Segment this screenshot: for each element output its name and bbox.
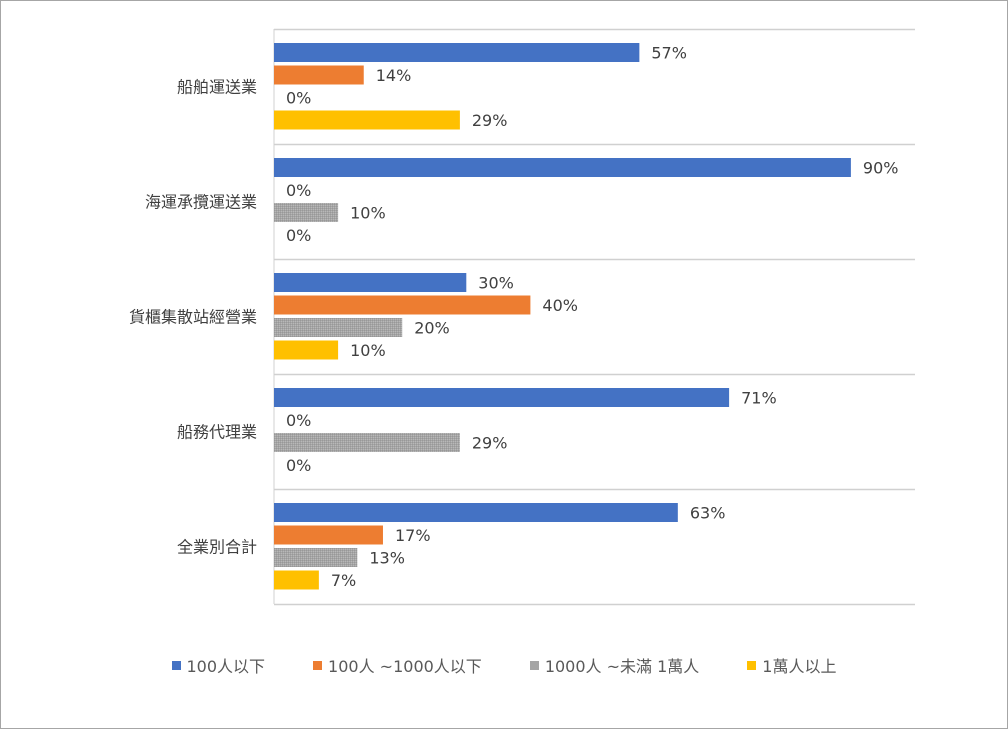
- bar: [274, 203, 339, 222]
- data-label: 13%: [369, 549, 405, 568]
- category-label: 船舶運送業: [177, 78, 257, 97]
- legend-swatch: [171, 660, 181, 670]
- data-label: 10%: [350, 204, 386, 223]
- legend-label: 1萬人以上: [762, 657, 837, 676]
- bar: [274, 525, 383, 545]
- legend-item: 100人以下: [171, 653, 266, 677]
- legend-item: 1000人 ~未滿 1萬人: [529, 653, 700, 677]
- legend-swatch: [529, 660, 539, 670]
- data-label: 0%: [286, 226, 311, 245]
- data-label: 30%: [478, 274, 514, 293]
- bar: [274, 158, 851, 177]
- category-label: 全業別合計: [177, 538, 257, 557]
- data-label: 14%: [376, 66, 412, 85]
- legend-item: 1萬人以上: [747, 653, 836, 677]
- bar: [274, 295, 531, 315]
- data-label: 90%: [863, 159, 899, 178]
- bar: [274, 388, 730, 407]
- bar: [274, 273, 467, 292]
- bar-chart: 船舶運送業 57% 14% 0% 29% 海運承攬運送業 90% 0% 10% 0% 貨櫃集散站經營…: [129, 28, 915, 606]
- bar: [274, 340, 339, 360]
- data-label: 0%: [286, 411, 311, 430]
- data-label: 40%: [542, 296, 578, 315]
- data-label: 71%: [741, 389, 777, 408]
- category-label: 貨櫃集散站經營業: [129, 308, 257, 327]
- legend: 100人以下 100人 ~1000人以下 1000人 ~未滿 1萬人 1萬人以上: [1, 653, 1007, 677]
- data-label: 0%: [286, 456, 311, 475]
- data-label: 7%: [331, 571, 356, 590]
- bar: [274, 43, 640, 62]
- legend-label: 1000人 ~未滿 1萬人: [544, 657, 700, 676]
- bar: [274, 570, 319, 590]
- category-label: 船務代理業: [177, 423, 257, 442]
- legend-label: 100人 ~1000人以下: [328, 657, 482, 676]
- data-label: 29%: [472, 111, 508, 130]
- data-label: 20%: [414, 319, 450, 338]
- data-label: 29%: [472, 434, 508, 453]
- bar: [274, 110, 460, 130]
- data-label: 0%: [286, 181, 311, 200]
- bar: [274, 503, 678, 522]
- data-label: 0%: [286, 89, 311, 108]
- bar: [274, 65, 364, 85]
- bar: [274, 318, 403, 337]
- category-label: 海運承攬運送業: [145, 193, 257, 212]
- bar: [274, 548, 358, 567]
- data-label: 10%: [350, 341, 386, 360]
- legend-label: 100人以下: [186, 657, 266, 676]
- data-label: 57%: [651, 44, 687, 63]
- data-label: 17%: [395, 526, 431, 545]
- data-label: 63%: [690, 504, 726, 523]
- legend-item: 100人 ~1000人以下: [313, 653, 482, 677]
- bar: [274, 433, 460, 452]
- legend-swatch: [747, 660, 757, 670]
- legend-swatch: [313, 660, 323, 670]
